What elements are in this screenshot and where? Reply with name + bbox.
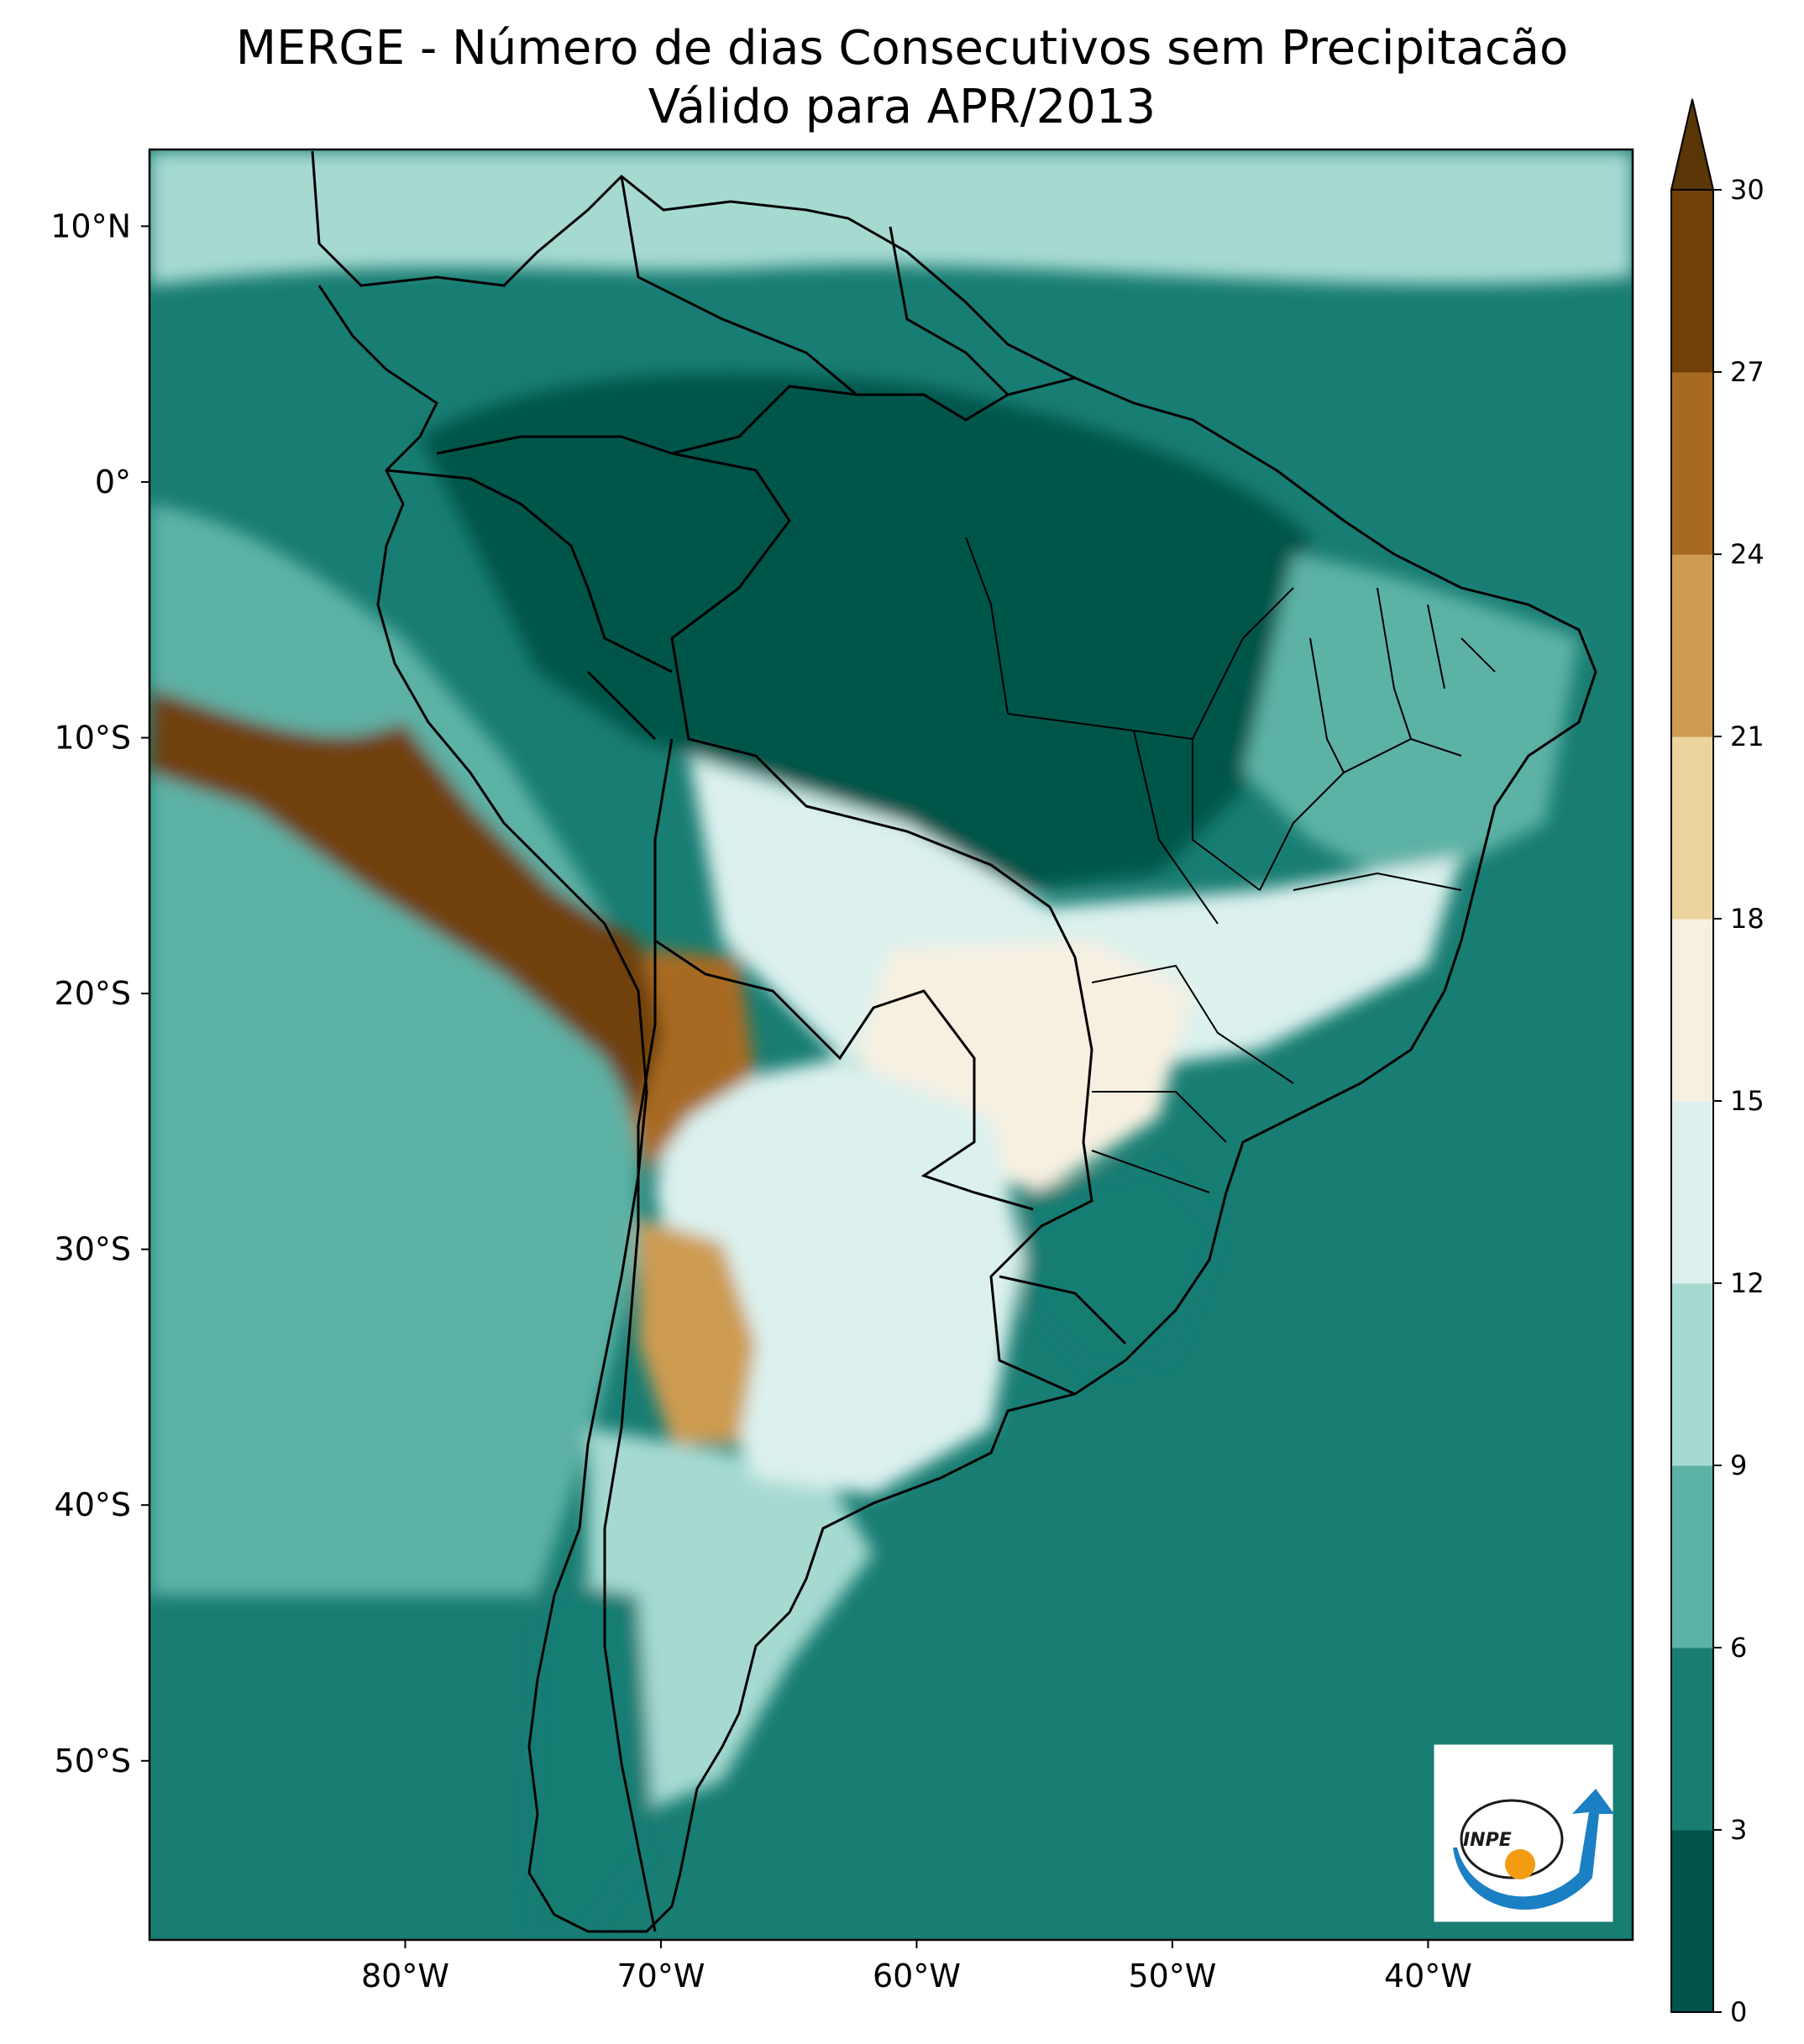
lon-tick-label: 70°W <box>616 1958 705 1994</box>
patagonia-field <box>588 1428 873 1814</box>
colorbar-tick-label: 21 <box>1730 721 1765 752</box>
colorbar-tick-label: 27 <box>1730 356 1765 388</box>
map-area <box>149 149 1633 1940</box>
southern-brazil-field <box>1025 1159 1226 1377</box>
caribbean-field <box>149 151 1633 286</box>
colorbar-segment <box>1671 736 1713 920</box>
colorbar-tick-label: 12 <box>1730 1267 1765 1299</box>
colorbar-segment <box>1671 554 1713 737</box>
map-frame <box>148 148 1634 1942</box>
colorbar-tick-label: 9 <box>1730 1449 1747 1481</box>
colorbar-segment <box>1671 1648 1713 1831</box>
logo-ring <box>1460 1799 1564 1879</box>
south-america-coastline <box>311 150 1597 1933</box>
lon-tick-label: 50°W <box>1128 1958 1216 1994</box>
chart-subtitle: Válido para APR/2013 <box>648 80 1156 134</box>
venezuela-guyana-border <box>620 176 1010 396</box>
amazon-basin-field <box>420 373 1310 890</box>
colorbar-tick-label: 0 <box>1730 1996 1747 2028</box>
colorbar-tick-label: 30 <box>1730 174 1765 206</box>
logo-sun <box>1505 1849 1535 1879</box>
country-borders <box>311 150 1597 1933</box>
peru-ecuador-colombia-border <box>385 435 673 741</box>
logo-arrow <box>1453 1789 1614 1910</box>
brazil-west-border <box>670 452 1093 1396</box>
colorbar-segment <box>1671 372 1713 555</box>
latitude-axis: 10°N 0° 10°S 20°S 30°S 40°S 50°S <box>50 207 149 1779</box>
colorbar-segment <box>1671 1101 1713 1284</box>
longitude-axis: 80°W 70°W 60°W 50°W 40°W <box>361 1940 1472 1994</box>
lat-tick-label: 10°N <box>50 207 131 244</box>
logo-wordmark: INPE <box>1463 1830 1512 1851</box>
colorbar: 0 3 6 9 12 15 18 21 24 27 30 <box>1670 98 1765 2028</box>
lat-tick-label: 0° <box>95 464 131 501</box>
colorbar-extend-arrow <box>1670 98 1715 191</box>
chart-title: MERGE - Número de dias Consecutivos sem … <box>235 21 1569 76</box>
lat-tick-label: 20°S <box>55 975 131 1012</box>
colorbar-tick-label: 15 <box>1730 1085 1765 1117</box>
lat-tick-label: 40°S <box>55 1486 131 1523</box>
colorbar-tick-label: 24 <box>1730 538 1765 570</box>
colorbar-tick-label: 18 <box>1730 903 1765 935</box>
peru-altiplano-field <box>149 689 663 1117</box>
uruguay-border <box>999 1275 1127 1345</box>
lon-tick-label: 80°W <box>361 1958 449 1994</box>
brazil-north-border <box>671 376 1076 455</box>
logo-background <box>1434 1744 1613 1922</box>
lat-tick-label: 30°S <box>55 1231 131 1268</box>
colorbar-tick-label: 3 <box>1730 1814 1747 1846</box>
colorbar-tick-label: 6 <box>1730 1632 1747 1664</box>
argentina-chile-border <box>603 941 657 1932</box>
colorbar-segment <box>1671 190 1713 373</box>
inpe-logo: INPE <box>1434 1744 1614 1922</box>
lon-tick-label: 40°W <box>1384 1958 1472 1994</box>
central-andes-field <box>638 1218 756 1444</box>
colorbar-segment <box>1671 919 1713 1102</box>
southern-chile-tip-field <box>521 1579 655 1940</box>
lat-tick-label: 50°S <box>55 1743 131 1779</box>
brazil-state-borders <box>965 537 1496 1193</box>
colorbar-segment <box>1671 1465 1713 1648</box>
colorbar-segment <box>1671 1283 1713 1466</box>
lon-tick-label: 60°W <box>873 1958 961 1994</box>
lat-tick-label: 10°S <box>55 720 131 757</box>
colorbar-segment <box>1671 1830 1713 2013</box>
